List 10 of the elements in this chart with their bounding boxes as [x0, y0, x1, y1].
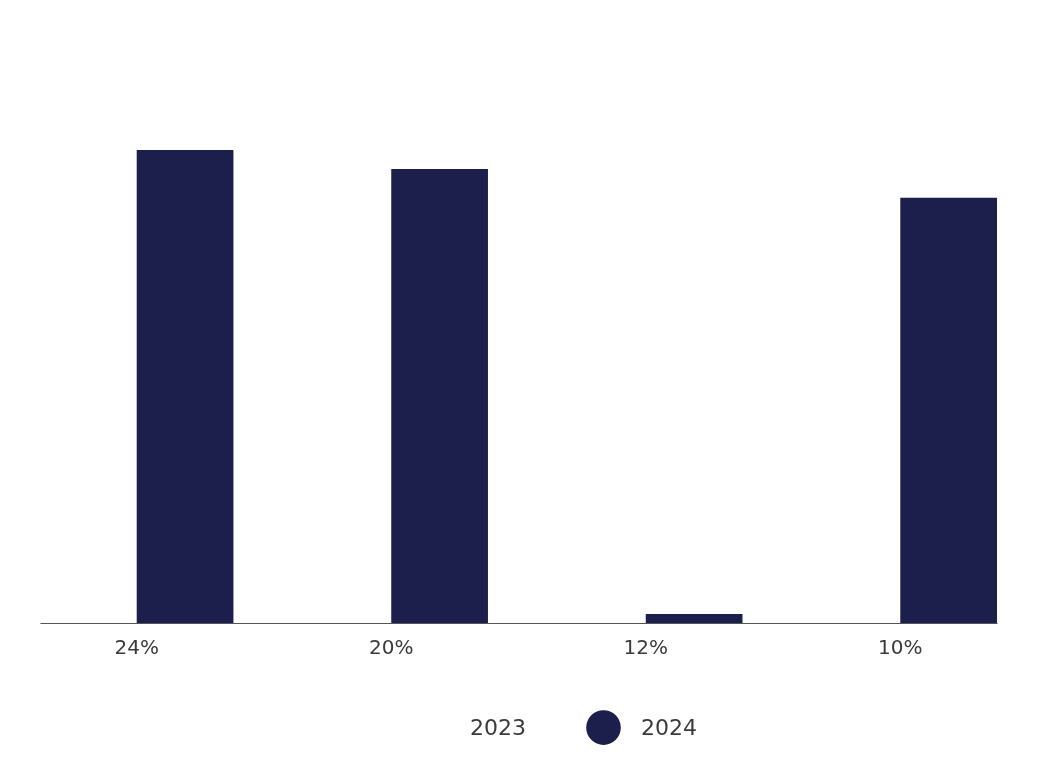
- x-tick-label: 10%: [878, 634, 923, 659]
- bar: [391, 168, 488, 623]
- x-tick-label: 24%: [114, 634, 159, 659]
- bar: [900, 197, 997, 623]
- bar: [645, 614, 743, 623]
- legend-label: 2024: [641, 714, 697, 740]
- text: 2023: [470, 714, 526, 740]
- x-tick-label: 12%: [623, 634, 668, 659]
- x-tick-label: 20%: [369, 634, 414, 659]
- bar: [136, 150, 234, 623]
